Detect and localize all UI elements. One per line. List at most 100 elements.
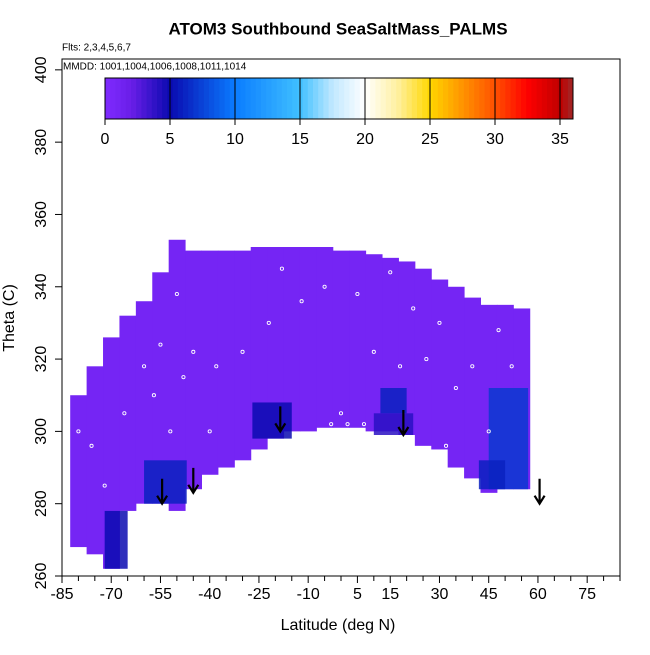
colorbar-cell (458, 78, 465, 119)
colorbar-cell (469, 78, 475, 119)
heat-patch (252, 402, 292, 439)
sample-point (355, 291, 360, 297)
colorbar-cell (115, 78, 121, 119)
heat-column (217, 250, 235, 468)
sample-point (279, 266, 284, 271)
heat-column (168, 239, 186, 511)
colorbar-cell (141, 78, 147, 119)
heat-column (365, 254, 383, 432)
colorbar-cell (281, 78, 288, 119)
heat-column (431, 279, 449, 450)
x-tick-label: 5 (353, 586, 362, 603)
colorbar-cell (531, 78, 537, 119)
heat-column (86, 366, 104, 555)
colorbar-cell (541, 78, 548, 119)
arrow (187, 467, 200, 495)
colorbar-cell (136, 78, 142, 119)
colorbar-cell (505, 78, 511, 119)
sample-point (371, 349, 376, 354)
sample-point (102, 483, 107, 488)
sample-point (142, 364, 147, 369)
heat-column (414, 268, 432, 446)
x-tick-label: 30 (431, 586, 449, 603)
colorbar-cell (198, 78, 205, 119)
colorbar-cell (203, 78, 210, 119)
y-tick-label: 380 (33, 129, 50, 156)
heat-column (234, 250, 252, 461)
colorbar-cell (515, 78, 522, 119)
heat-column (135, 301, 153, 504)
heat-column (299, 247, 317, 432)
colorbar-cell (411, 78, 418, 119)
colorbar-cell (417, 78, 423, 119)
colorbar-cell (276, 78, 283, 119)
colorbar-cell (432, 78, 439, 119)
colorbar-cell (224, 78, 231, 119)
colorbar-tick-label: 0 (101, 131, 110, 148)
sample-point (299, 299, 304, 304)
colorbar-cell (110, 78, 116, 119)
y-tick-label: 320 (33, 346, 50, 373)
sample-point (388, 270, 393, 275)
y-tick-label: 300 (33, 418, 50, 445)
colorbar-tick-label: 5 (166, 131, 175, 148)
sample-point (181, 375, 186, 380)
colorbar-cell (183, 78, 189, 119)
colorbar-cell (162, 78, 168, 119)
colorbar-cell (125, 78, 132, 119)
heat-column (152, 272, 170, 504)
chart-title: ATOM3 Southbound SeaSaltMass_PALMS (168, 19, 507, 38)
sample-point (398, 364, 403, 369)
colorbar-cell (209, 78, 215, 119)
colorbar-cell (328, 78, 335, 119)
sample-point (443, 443, 449, 448)
heat-patch (380, 388, 407, 414)
colorbar-cell (375, 78, 381, 119)
sample-point (168, 429, 173, 434)
colorbar-tick-label: 15 (291, 131, 309, 148)
x-tick-label: 45 (480, 586, 498, 603)
sample-point (453, 385, 458, 391)
colorbar-cell (495, 78, 501, 119)
colorbar-cell (302, 78, 309, 119)
x-axis-label: Latitude (deg N) (281, 617, 396, 634)
colorbar-cell (422, 78, 428, 119)
colorbar-cell (172, 78, 179, 119)
x-tick-label: -10 (297, 586, 320, 603)
heat-column (119, 315, 137, 511)
colorbar-cell (261, 78, 267, 119)
x-tick-label: -25 (247, 586, 270, 603)
sample-point (214, 364, 219, 369)
colorbar-cell (292, 78, 298, 119)
sample-point (361, 422, 367, 427)
sample-point (240, 349, 245, 354)
sample-point (158, 342, 163, 347)
colorbar-cell (307, 78, 314, 119)
colorbar-cell (235, 78, 241, 119)
colorbar-cell (105, 78, 111, 119)
sample-point (496, 328, 501, 333)
arrow (397, 410, 410, 438)
colorbar-cell (339, 78, 345, 119)
colorbar-cell (391, 78, 397, 119)
colorbar-cell (287, 78, 293, 119)
colorbar-cell (463, 78, 470, 119)
colorbar-cell (562, 78, 569, 119)
sample-point (470, 364, 475, 369)
colorbar-cell (448, 78, 454, 119)
colorbar-cell (177, 78, 184, 119)
colorbar-cell (146, 78, 153, 119)
colorbar-cell (547, 78, 553, 119)
arrows (156, 406, 546, 506)
colorbar-cell (349, 78, 355, 119)
sample-point (329, 422, 334, 427)
colorbar-cell (443, 78, 449, 119)
y-tick-label: 260 (33, 563, 50, 590)
x-tick-label: -70 (100, 586, 123, 603)
colorbar-cell (510, 78, 517, 119)
sample-point (322, 284, 327, 289)
heat-column (201, 250, 219, 475)
colorbar-cell (318, 78, 324, 119)
colorbar-cell (359, 78, 366, 119)
